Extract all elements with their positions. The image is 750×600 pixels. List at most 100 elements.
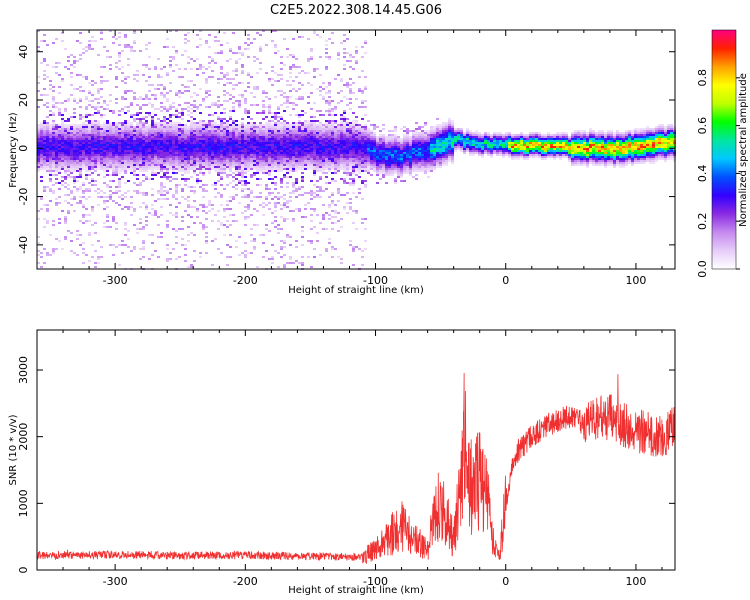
heatmap-cell [337,132,340,134]
heatmap-cell [226,130,229,132]
heatmap-cell [145,146,148,148]
heatmap-cell [73,210,76,212]
heatmap-cell [163,94,166,96]
heatmap-cell [136,150,139,152]
heatmap-cell [79,188,82,190]
heatmap-cell [133,78,136,80]
heatmap-cell [331,148,334,150]
heatmap-cell [301,186,304,188]
heatmap-cell [304,168,307,170]
heatmap-cell [175,128,178,130]
heatmap-cell [115,76,118,78]
heatmap-cell [43,226,46,228]
heatmap-cell [232,180,235,182]
heatmap-cell [250,140,253,142]
heatmap-cell [289,210,292,212]
heatmap-cell [343,206,346,208]
heatmap-cell [145,48,148,50]
heatmap-cell [169,154,172,156]
heatmap-cell [181,140,184,142]
heatmap-cell [208,162,211,164]
heatmap-cell [310,192,313,194]
heatmap-cell [91,150,94,152]
heatmap-cell [193,110,196,112]
heatmap-cell [316,148,319,150]
heatmap-cell [352,162,355,164]
heatmap-cell [247,56,250,58]
heatmap-cell [370,140,373,142]
heatmap-cell [151,124,154,126]
heatmap-cell [166,100,169,102]
heatmap-cell [58,134,61,136]
heatmap-cell [319,128,322,130]
heatmap-cell [160,144,163,146]
heatmap-cell [151,120,154,122]
heatmap-cell [163,154,166,156]
heatmap-cell [208,160,211,162]
heatmap-cell [322,150,325,152]
heatmap-cell [238,156,241,158]
heatmap-cell [76,102,79,104]
heatmap-cell [70,130,73,132]
heatmap-cell [76,158,79,160]
heatmap-cell [355,98,358,100]
heatmap-cell [136,166,139,168]
heatmap-cell [358,152,361,154]
heatmap-cell [94,136,97,138]
heatmap-cell [256,128,259,130]
heatmap-cell [163,46,166,48]
heatmap-cell [64,172,67,174]
heatmap-cell [61,132,64,134]
heatmap-cell [229,160,232,162]
heatmap-cell [241,164,244,166]
heatmap-cell [229,136,232,138]
heatmap-cell [394,134,397,136]
heatmap-cell [376,166,379,168]
heatmap-cell [319,150,322,152]
heatmap-cell [64,186,67,188]
heatmap-cell [169,104,172,106]
heatmap-cell [232,160,235,162]
heatmap-cell [109,174,112,176]
heatmap-cell [268,162,271,164]
heatmap-cell [115,148,118,150]
heatmap-cell [118,150,121,152]
heatmap-cell [328,138,331,140]
heatmap-cell [298,210,301,212]
heatmap-cell [274,164,277,166]
heatmap-cell [91,138,94,140]
heatmap-cell [160,206,163,208]
heatmap-cell [190,136,193,138]
heatmap-cell [256,136,259,138]
heatmap-cell [271,146,274,148]
heatmap-cell [190,108,193,110]
heatmap-cell [130,116,133,118]
heatmap-cell [100,196,103,198]
heatmap-cell [136,156,139,158]
heatmap-cell [103,196,106,198]
heatmap-cell [340,262,343,264]
heatmap-cell [244,102,247,104]
heatmap-cell [103,128,106,130]
heatmap-cell [52,132,55,134]
heatmap-cell [349,84,352,86]
heatmap-cell [313,170,316,172]
heatmap-cell [316,232,319,234]
heatmap-cell [220,78,223,80]
heatmap-cell [352,164,355,166]
heatmap-cell [379,166,382,168]
heatmap-cell [241,144,244,146]
heatmap-cell [247,204,250,206]
heatmap-cell [223,134,226,136]
heatmap-cell [193,234,196,236]
heatmap-cell [364,186,367,188]
heatmap-cell [277,122,280,124]
heatmap-cell [349,146,352,148]
heatmap-cell [295,142,298,144]
heatmap-cell [397,152,400,154]
heatmap-cell [256,160,259,162]
heatmap-cell [40,40,43,42]
heatmap-cell [262,152,265,154]
heatmap-cell [181,216,184,218]
heatmap-cell [382,166,385,168]
